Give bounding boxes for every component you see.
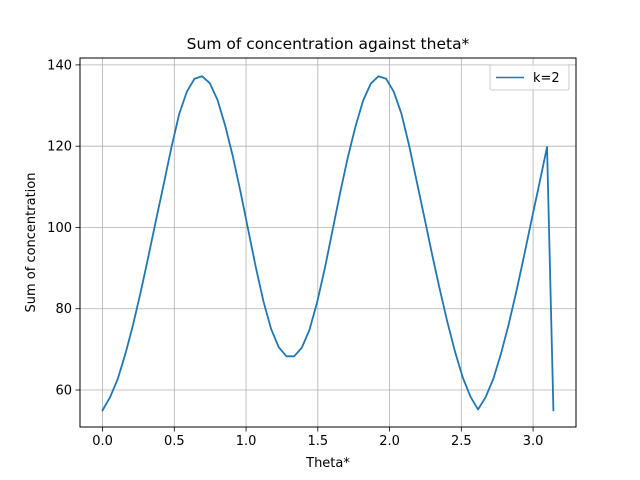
y-tick-label: 140 — [47, 58, 72, 73]
legend: k=2 — [489, 64, 570, 91]
y-axis-label: Sum of concentration — [24, 173, 39, 313]
x-tick-label: 2.5 — [451, 434, 472, 449]
y-tick-label: 80 — [55, 302, 72, 317]
y-tick-label: 100 — [47, 221, 72, 236]
x-tick-label: 3.0 — [523, 434, 544, 449]
x-tick-label: 1.0 — [236, 434, 257, 449]
series-layer — [101, 75, 555, 412]
x-tick-label: 0.0 — [92, 434, 113, 449]
chart-title: Sum of concentration against theta* — [187, 35, 470, 53]
y-tick-label: 60 — [55, 384, 72, 399]
legend-box — [489, 64, 570, 91]
axis-ticks: 0.0 0.5 1.0 1.5 2.0 2.5 3.0 60 80 100 120 140 — [47, 58, 543, 449]
plot-area-frame — [79, 57, 577, 428]
x-axis-label: Theta* — [305, 456, 350, 471]
series-line — [101, 75, 555, 412]
x-tick-label: 2.0 — [379, 434, 400, 449]
grid-lines — [80, 58, 576, 427]
x-tick-label: 0.5 — [164, 434, 185, 449]
y-tick-label: 120 — [47, 140, 72, 155]
x-tick-label: 1.5 — [307, 434, 328, 449]
legend-label: k=2 — [533, 71, 560, 86]
